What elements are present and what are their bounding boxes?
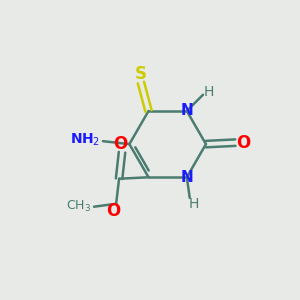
Text: N: N	[180, 103, 193, 118]
Text: O: O	[113, 135, 128, 153]
Text: O: O	[106, 202, 120, 220]
Text: CH$_3$: CH$_3$	[66, 199, 91, 214]
Text: NH$_2$: NH$_2$	[70, 131, 100, 148]
Text: N: N	[180, 170, 193, 185]
Text: H: H	[204, 85, 214, 99]
Text: S: S	[135, 65, 147, 83]
Text: H: H	[189, 197, 200, 211]
Text: O: O	[236, 134, 250, 152]
